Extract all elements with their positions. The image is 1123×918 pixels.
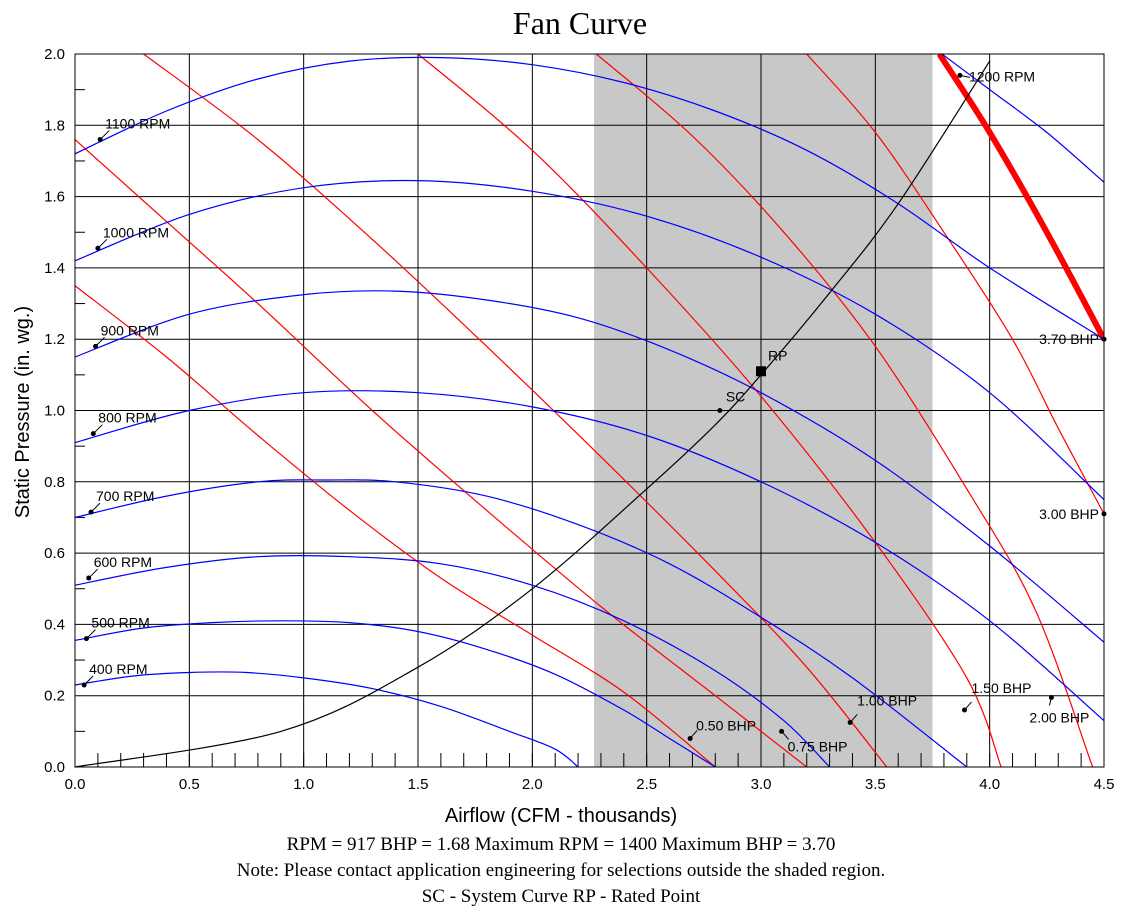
max-bhp-marker <box>1101 336 1107 342</box>
rpm-curve <box>75 390 1104 722</box>
y-tick-label: 0.0 <box>44 759 65 776</box>
bhp-curve <box>596 54 1094 767</box>
rpm-label: 700 RPM <box>96 488 154 504</box>
rpm-leader <box>90 502 101 513</box>
bhp-curve <box>417 54 1002 767</box>
rpm-curve <box>75 620 716 767</box>
system-curve-group <box>75 60 991 767</box>
y-axis-label: Static Pressure (in. wg.) <box>12 306 34 518</box>
x-tick-label: 2.0 <box>522 776 543 793</box>
rpm-curve <box>940 54 1104 183</box>
rpm-label: 600 RPM <box>94 554 152 570</box>
bhp-curve <box>75 285 716 767</box>
x-tick-label: 0.0 <box>65 776 86 793</box>
bhp-curve <box>75 139 808 767</box>
max-bhp-label: 3.70 BHP <box>1039 331 1099 347</box>
rpm-label: 1000 RPM <box>103 224 169 240</box>
y-tick-label: 2.0 <box>44 46 65 63</box>
footer-line-1: RPM = 917 BHP = 1.68 Maximum RPM = 1400 … <box>287 834 836 855</box>
bhp-marker <box>1101 511 1107 517</box>
bhp-label: 2.00 BHP <box>1029 709 1089 725</box>
x-tick-labels: 0.0 0.5 1.0 1.5 2.0 2.5 3.0 3.5 4.0 4.5 <box>65 776 1115 793</box>
y-tick-label: 1.6 <box>44 189 65 206</box>
rpm-leader <box>99 130 110 140</box>
y-tick-label: 0.8 <box>44 474 65 491</box>
y-tick-label: 1.2 <box>44 331 65 348</box>
rpm-curve <box>75 179 1104 501</box>
rpm-label: 1100 RPM <box>105 116 170 132</box>
minor-ticks <box>75 89 1082 767</box>
bhp-curves <box>75 54 1104 767</box>
y-tick-label: 0.6 <box>44 545 65 562</box>
x-tick-label: 4.0 <box>979 776 1000 793</box>
rpm-label: 1200 RPM <box>969 68 1035 84</box>
system-curve <box>75 60 991 767</box>
rpm-label: 900 RPM <box>101 322 159 338</box>
bhp-label: 1.00 BHP <box>857 692 917 708</box>
footer-line-3: SC - System Curve RP - Rated Point <box>422 886 701 907</box>
chart-title: Fan Curve <box>513 5 647 41</box>
rpm-label: 500 RPM <box>91 615 149 631</box>
bhp-leader <box>849 714 858 723</box>
plot-frame <box>74 53 1105 768</box>
rpm-leader <box>86 629 96 640</box>
footer-line-2: Note: Please contact application enginee… <box>237 860 885 881</box>
y-tick-labels: 0.0 0.2 0.4 0.6 0.8 1.0 1.2 1.4 1.6 1.8 2.0 <box>44 46 65 776</box>
system-curve-marker <box>717 408 723 413</box>
x-axis-label: Airflow (CFM - thousands) <box>445 805 677 827</box>
rpm-leader <box>88 568 99 579</box>
y-tick-label: 0.2 <box>44 688 65 705</box>
curve-labels: SC RP 400 RPM 500 RPM 600 RPM 700 RPM 800 RPM 9… <box>81 68 1107 754</box>
rpm-leader <box>83 675 94 686</box>
rpm-leader <box>92 424 103 435</box>
rpm-leader <box>95 336 105 347</box>
bhp-curve <box>143 54 888 767</box>
bhp-leader <box>1048 697 1052 706</box>
rpm-curve <box>75 671 579 767</box>
bhp-label: 0.50 BHP <box>696 717 756 733</box>
y-tick-label: 1.4 <box>44 260 65 277</box>
x-tick-label: 2.5 <box>636 776 657 793</box>
bhp-curve <box>806 54 1104 515</box>
bhp-label: 3.00 BHP <box>1039 506 1099 522</box>
rpm-label: 400 RPM <box>89 661 147 677</box>
y-tick-label: 0.4 <box>44 616 65 633</box>
x-tick-label: 1.0 <box>293 776 314 793</box>
bhp-leader <box>964 701 972 711</box>
y-tick-label: 1.0 <box>44 403 65 420</box>
system-curve-label: SC <box>726 389 745 405</box>
x-tick-label: 3.0 <box>751 776 772 793</box>
rpm-leader <box>97 238 108 249</box>
rated-point-marker <box>756 366 766 377</box>
x-tick-label: 4.5 <box>1094 776 1115 793</box>
bhp-label: 0.75 BHP <box>788 738 848 754</box>
rpm-curve <box>75 554 831 767</box>
rpm-curve <box>75 290 1104 643</box>
x-tick-label: 0.5 <box>179 776 200 793</box>
x-tick-label: 3.5 <box>865 776 886 793</box>
bhp-label: 1.50 BHP <box>972 680 1032 696</box>
rpm-curves <box>75 54 1104 767</box>
bhp-leader <box>781 731 789 740</box>
max-bhp-curve <box>936 54 1104 341</box>
rpm-leader <box>959 74 971 78</box>
rated-point-label: RP <box>768 347 787 363</box>
x-tick-label: 1.5 <box>408 776 429 793</box>
rpm-curve <box>75 479 968 767</box>
y-tick-label: 1.8 <box>44 117 65 134</box>
bhp-leader <box>689 730 698 739</box>
rpm-curve <box>75 56 1104 340</box>
rpm-label: 800 RPM <box>98 410 156 426</box>
